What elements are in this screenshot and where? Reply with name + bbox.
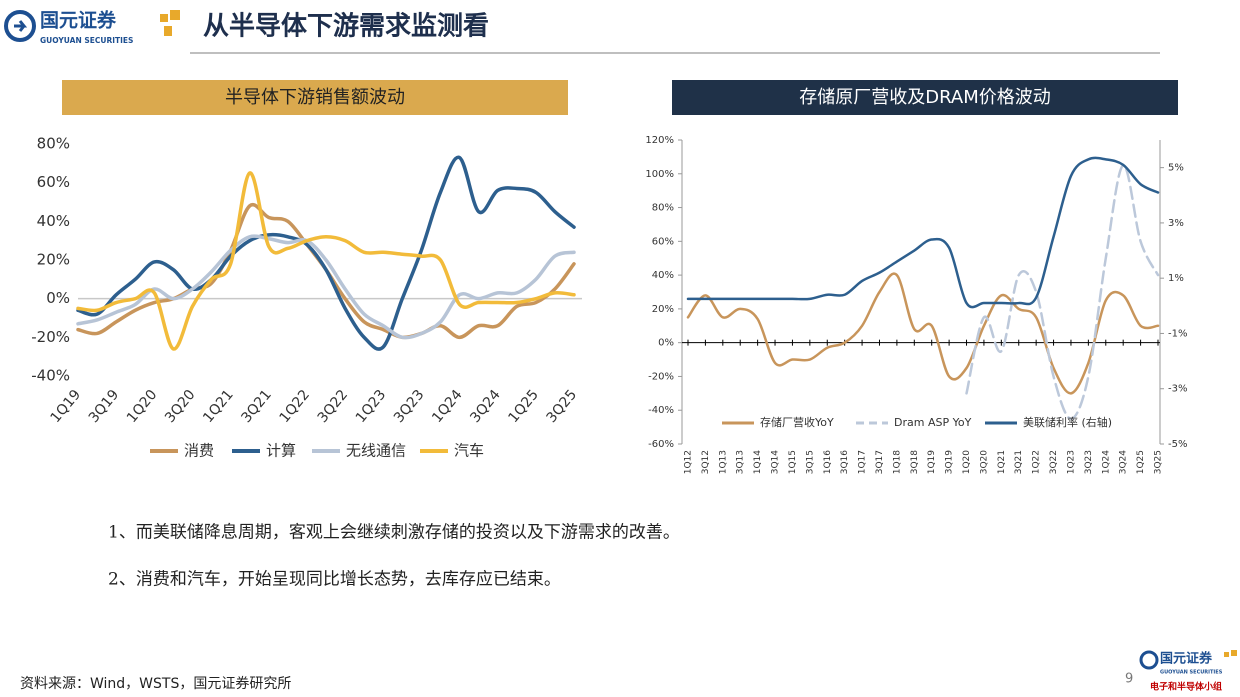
x-tick-label: 3Q25 xyxy=(544,387,581,426)
series-line xyxy=(965,164,1160,420)
y-tick-label: 0% xyxy=(46,289,70,307)
x-tick-label: 3Q22 xyxy=(1049,450,1059,474)
y2-tick-label: 1% xyxy=(1168,273,1184,284)
x-tick-label: 3Q17 xyxy=(875,450,885,474)
page-number: 9 xyxy=(1125,672,1133,687)
chart-title: 半导体下游销售额波动 xyxy=(225,87,405,108)
x-tick-label: 1Q17 xyxy=(858,450,868,474)
x-tick-label: 3Q16 xyxy=(840,450,850,475)
x-tick-label: 3Q23 xyxy=(391,387,428,426)
x-tick-label: 3Q13 xyxy=(736,450,746,474)
logo-text-en: GUOYUAN SECURITIES xyxy=(40,36,133,45)
y-tick-label: -40% xyxy=(31,367,70,385)
y-tick-label: 60% xyxy=(37,173,70,191)
logo-squares xyxy=(1224,650,1237,657)
y-tick-label: -20% xyxy=(648,371,674,382)
x-tick-label: 3Q20 xyxy=(162,387,199,426)
x-tick-label: 3Q24 xyxy=(467,387,504,426)
y2-tick-label: 3% xyxy=(1168,218,1184,229)
y2-tick-label: -5% xyxy=(1168,439,1187,450)
y2-tick-label: 5% xyxy=(1168,163,1184,174)
logo-text: 国元证券 xyxy=(40,9,117,32)
x-tick-label: 3Q18 xyxy=(910,450,920,475)
legend-label: Dram ASP YoY xyxy=(894,416,972,429)
x-tick-label: 3Q14 xyxy=(771,450,781,475)
x-tick-label: 3Q12 xyxy=(701,450,711,474)
x-tick-label: 1Q20 xyxy=(962,450,972,475)
y2-tick-label: -1% xyxy=(1168,328,1187,339)
y2-tick-label: -3% xyxy=(1168,384,1187,395)
x-tick-label: 1Q19 xyxy=(927,450,937,475)
x-tick-label: 1Q16 xyxy=(823,450,833,475)
x-tick-label: 1Q21 xyxy=(997,450,1007,474)
y-tick-label: 120% xyxy=(645,135,674,146)
x-tick-label: 1Q24 xyxy=(1101,450,1111,475)
x-tick-label: 1Q20 xyxy=(124,387,161,426)
legend-label: 无线通信 xyxy=(346,442,406,460)
y-tick-label: 20% xyxy=(652,304,674,315)
note: 2、消费和汽车，开始呈现同比增长态势，去库存应已结束。 xyxy=(108,570,561,590)
chart-banner xyxy=(672,80,1178,115)
x-tick-label: 1Q12 xyxy=(684,450,694,474)
team-name: 电子和半导体小组 xyxy=(1150,681,1222,693)
chart-title: 存储原厂营收及DRAM价格波动 xyxy=(799,87,1050,108)
x-tick-label: 1Q13 xyxy=(718,450,728,474)
series-line xyxy=(76,155,576,351)
x-tick-label: 1Q22 xyxy=(1032,450,1042,474)
legend-label: 汽车 xyxy=(454,442,484,460)
series-line xyxy=(686,272,1160,395)
logo-arrow xyxy=(14,20,28,32)
x-tick-label: 1Q18 xyxy=(892,450,902,475)
legend-label: 美联储利率 (右轴) xyxy=(1023,415,1112,429)
logo-icon xyxy=(1139,650,1159,670)
series-line xyxy=(686,156,1160,309)
x-tick-label: 3Q25 xyxy=(1154,450,1164,474)
x-tick-label: 1Q19 xyxy=(48,387,85,426)
x-tick-label: 1Q23 xyxy=(353,387,390,426)
legend-label: 存储厂营收YoY xyxy=(760,415,834,429)
x-tick-label: 3Q21 xyxy=(238,387,275,426)
y-tick-label: -40% xyxy=(648,405,674,416)
source: 资料来源：Wind，WSTS，国元证券研究所 xyxy=(20,676,291,692)
y-tick-label: 0% xyxy=(658,338,674,349)
x-tick-label: 3Q21 xyxy=(1014,450,1024,474)
x-tick-label: 1Q23 xyxy=(1066,450,1076,474)
logo-text-en: GUOYUAN SECURITIES xyxy=(1160,670,1223,676)
y-tick-label: 40% xyxy=(37,212,70,230)
legend-label: 消费 xyxy=(184,442,214,460)
x-tick-label: 3Q23 xyxy=(1084,450,1094,474)
y-tick-label: -20% xyxy=(31,328,70,346)
x-tick-label: 1Q25 xyxy=(505,387,542,426)
x-tick-label: 3Q15 xyxy=(805,450,815,474)
y-tick-label: 80% xyxy=(37,135,70,153)
x-tick-label: 1Q15 xyxy=(788,450,798,474)
y-tick-label: 80% xyxy=(652,203,674,214)
y-tick-label: -60% xyxy=(648,439,674,450)
series-line xyxy=(76,171,576,351)
series-line xyxy=(76,234,576,340)
chart-banner xyxy=(62,80,568,115)
x-tick-label: 1Q25 xyxy=(1136,450,1146,474)
x-tick-label: 3Q20 xyxy=(979,450,989,475)
y-tick-label: 40% xyxy=(652,270,674,281)
x-tick-label: 3Q19 xyxy=(86,387,123,426)
y-tick-label: 60% xyxy=(652,236,674,247)
y-tick-label: 20% xyxy=(37,251,70,269)
y-tick-label: 100% xyxy=(645,169,674,180)
x-tick-label: 3Q24 xyxy=(1119,450,1129,475)
x-tick-label: 3Q22 xyxy=(315,387,352,426)
x-tick-label: 1Q14 xyxy=(753,450,763,475)
logo-icon xyxy=(4,10,36,42)
x-tick-label: 3Q19 xyxy=(945,450,955,475)
x-tick-label: 1Q22 xyxy=(277,387,314,426)
x-tick-label: 1Q24 xyxy=(429,387,466,426)
page-title: 从半导体下游需求监测看 xyxy=(203,12,489,42)
logo-squares xyxy=(160,10,180,36)
note: 1、而美联储降息周期，客观上会继续刺激存储的投资以及下游需求的改善。 xyxy=(108,523,680,543)
legend-label: 计算 xyxy=(266,442,296,460)
logo-text: 国元证券 xyxy=(1160,651,1213,667)
x-tick-label: 1Q21 xyxy=(200,387,237,426)
